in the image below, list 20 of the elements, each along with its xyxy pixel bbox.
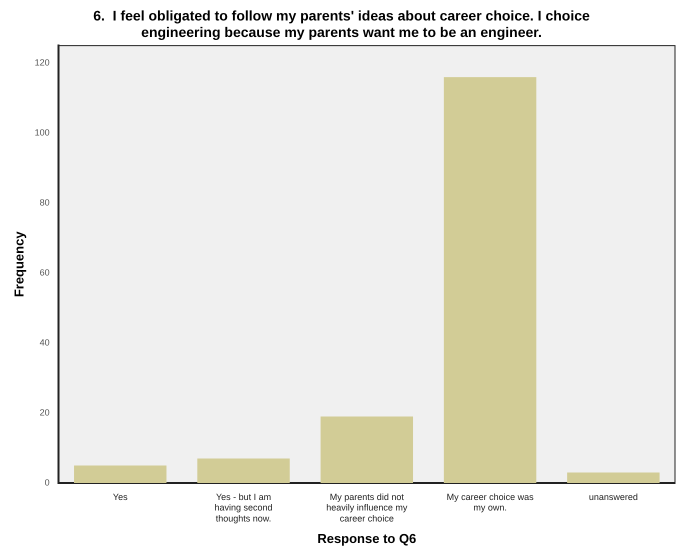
x-tick-label: Yes (112, 492, 128, 502)
y-tick-label: 100 (34, 128, 50, 138)
y-tick-label: 20 (40, 408, 50, 418)
y-tick-label: 60 (40, 268, 50, 278)
y-tick-label: 120 (34, 58, 50, 68)
x-tick-label: My parents did not heavily influence my career choice (326, 492, 408, 524)
x-axis-title: Response to Q6 (317, 530, 416, 546)
bar (74, 466, 166, 483)
y-tick-label: 40 (40, 338, 50, 348)
x-tick-label: unanswered (588, 492, 638, 502)
x-tick-label: Yes - but I am having second thoughts now. (214, 492, 273, 524)
y-axis-title: Frequency (11, 230, 26, 298)
bar (320, 416, 414, 483)
chart-title: 6. I feel obligated to follow my parents' ideas about career choice. I choice engineering because my parents want me to be an engineer. (93, 7, 590, 40)
bar (444, 77, 536, 483)
x-tick-label: My career choice was my own. (446, 492, 534, 513)
y-tick-label: 80 (40, 198, 50, 208)
y-tick-label: 0 (44, 477, 50, 488)
bar (197, 458, 290, 483)
bar (567, 472, 660, 483)
